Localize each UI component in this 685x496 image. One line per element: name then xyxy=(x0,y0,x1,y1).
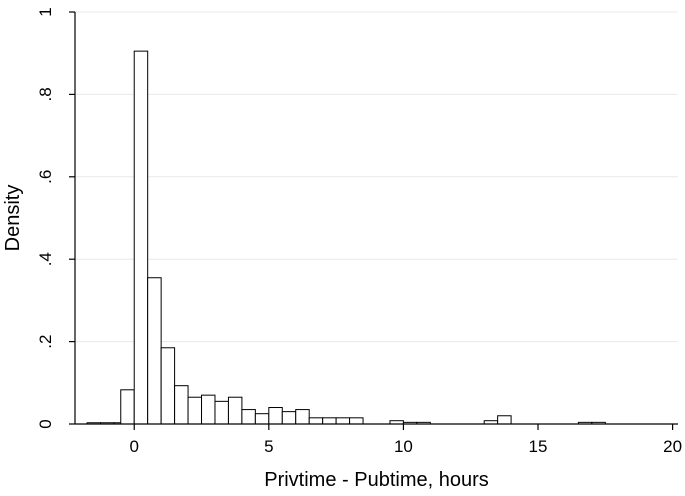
tick-marks-and-labels: 0.2.4.6.810 5 10 15 20 xyxy=(36,7,682,456)
histogram-bar-18 xyxy=(322,417,337,425)
x-axis-title: Privtime - Pubtime, hours xyxy=(264,469,489,491)
histogram-bar-13 xyxy=(254,413,270,425)
y-tick-label-1: .2 xyxy=(36,335,55,349)
histogram-bar-8 xyxy=(187,396,203,425)
x-tick-label-0: 0 xyxy=(129,437,138,456)
histogram-bar-19 xyxy=(335,417,351,425)
histogram-bar-5 xyxy=(147,277,162,425)
grid-lines xyxy=(75,11,678,343)
histogram-bar-16 xyxy=(295,409,310,425)
histogram-bar-14 xyxy=(268,407,283,425)
axes xyxy=(74,12,678,425)
y-axis-title: Density xyxy=(2,185,24,252)
x-tick-label-3: 15 xyxy=(529,437,548,456)
y-tick-label-0: 0 xyxy=(36,419,55,428)
y-tick-label-3: .6 xyxy=(36,170,55,184)
histogram-bar-3 xyxy=(120,389,135,425)
histogram-bar-6 xyxy=(160,347,176,425)
histogram-bar-9 xyxy=(201,394,216,425)
histogram-bar-4 xyxy=(133,50,149,425)
x-tick-label-1: 5 xyxy=(264,437,273,456)
y-tick-label-5: 1 xyxy=(36,7,55,16)
histogram-bar-17 xyxy=(308,417,324,425)
histogram-bar-25 xyxy=(497,415,512,425)
histogram-bar-11 xyxy=(227,396,243,425)
histogram-bar-15 xyxy=(281,411,297,425)
histogram-bars xyxy=(86,50,606,425)
y-tick-label-4: .8 xyxy=(36,87,55,101)
histogram-bar-10 xyxy=(214,400,229,425)
x-tick-label-4: 20 xyxy=(663,437,682,456)
histogram-bar-7 xyxy=(174,385,189,425)
x-tick-label-2: 10 xyxy=(394,437,413,456)
histogram-bar-20 xyxy=(349,417,364,425)
y-tick-label-2: .4 xyxy=(36,252,55,266)
histogram-bar-12 xyxy=(241,409,256,425)
